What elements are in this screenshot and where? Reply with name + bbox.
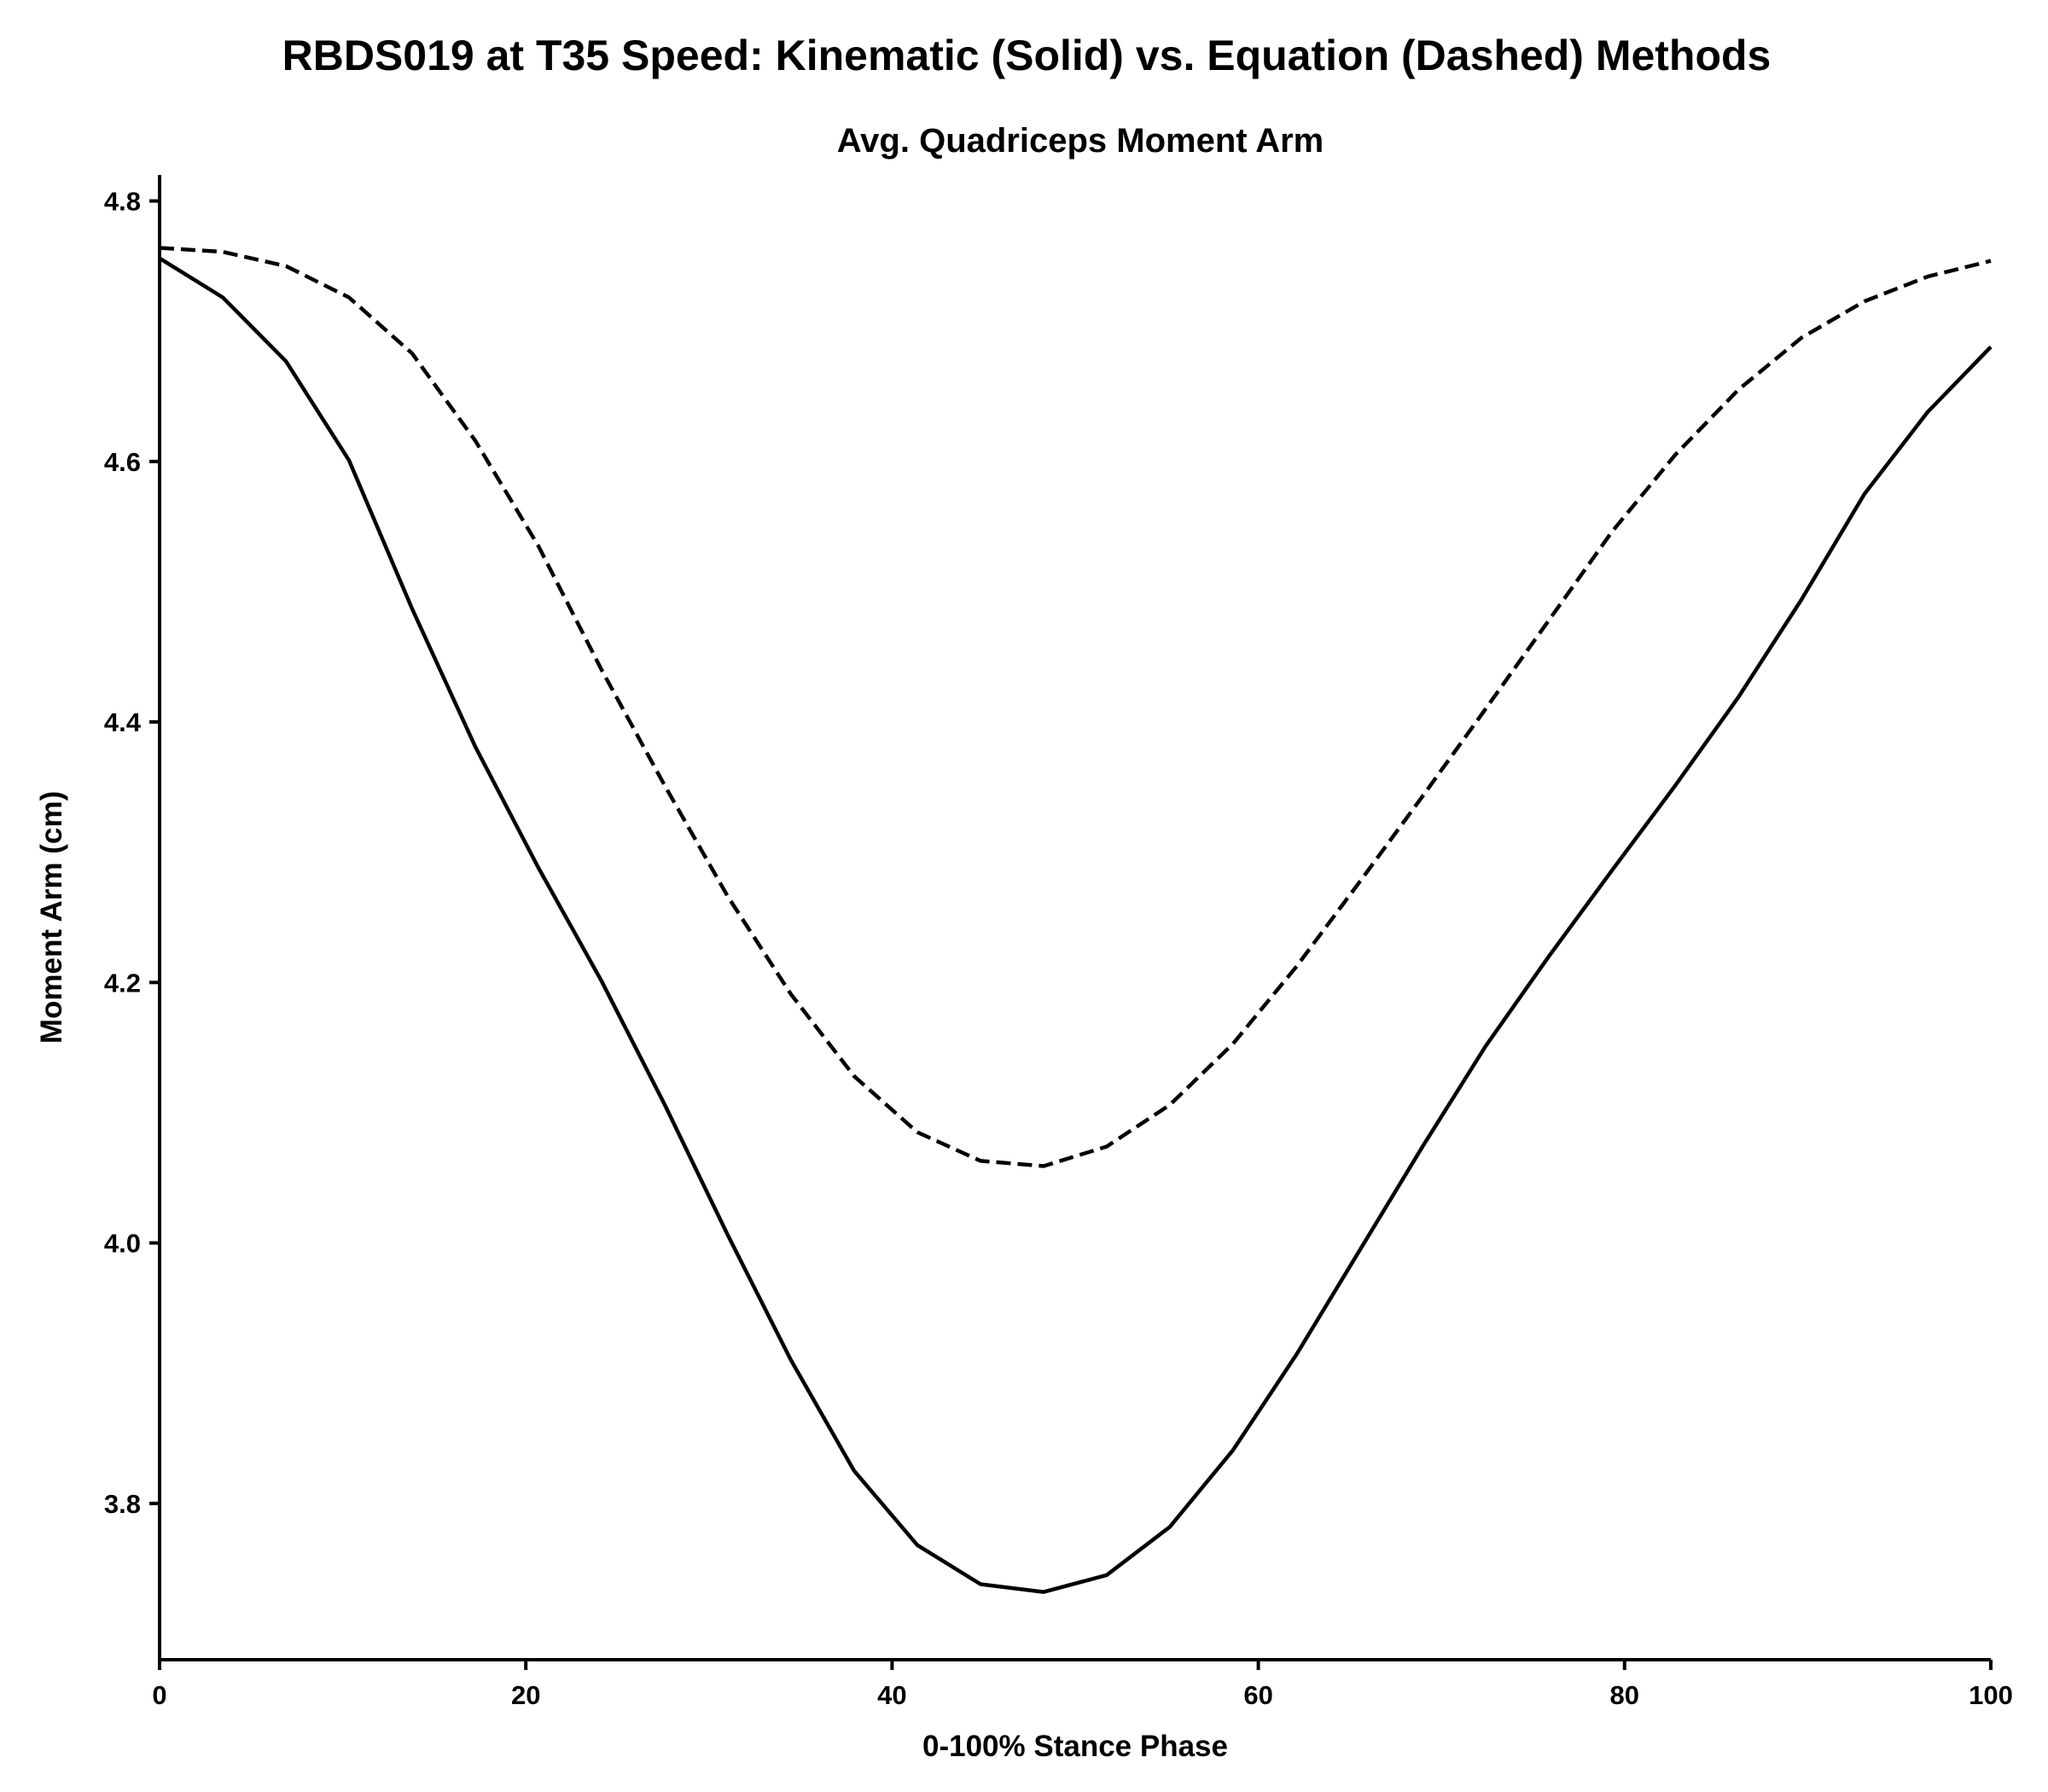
equation-method-dashed-line (159, 246, 1992, 1168)
kinematic-method-solid-line (158, 256, 1993, 1594)
y-tick-label: 3.8 (104, 1489, 141, 1519)
chart-title: RBDS019 at T35 Speed: Kinematic (Solid) … (282, 32, 1772, 79)
x-tick-label: 20 (511, 1680, 540, 1710)
plot-area: 0 20 40 60 80 100 3.8 4.0 4.2 4.4 4.6 4.8 (104, 175, 2013, 1710)
x-axis-ticks: 0 20 40 60 80 100 (152, 1660, 2013, 1710)
x-tick-label: 0 (152, 1680, 166, 1710)
series-layer (158, 246, 1993, 1594)
x-tick-label: 80 (1610, 1680, 1639, 1710)
chart-subtitle: Avg. Quadriceps Moment Arm (837, 122, 1324, 160)
x-tick-label: 60 (1243, 1680, 1272, 1710)
x-tick-label: 40 (877, 1680, 906, 1710)
x-tick-label: 100 (1969, 1680, 2013, 1710)
y-tick-label: 4.2 (104, 968, 141, 998)
y-tick-label: 4.4 (104, 707, 142, 737)
y-tick-label: 4.0 (104, 1229, 141, 1259)
y-axis-ticks: 3.8 4.0 4.2 4.4 4.6 4.8 (104, 187, 160, 1519)
y-tick-label: 4.8 (104, 187, 141, 217)
y-axis-label: Moment Arm (cm) (35, 791, 68, 1044)
x-axis-label: 0-100% Stance Phase (922, 1730, 1228, 1763)
y-tick-label: 4.6 (104, 447, 141, 477)
